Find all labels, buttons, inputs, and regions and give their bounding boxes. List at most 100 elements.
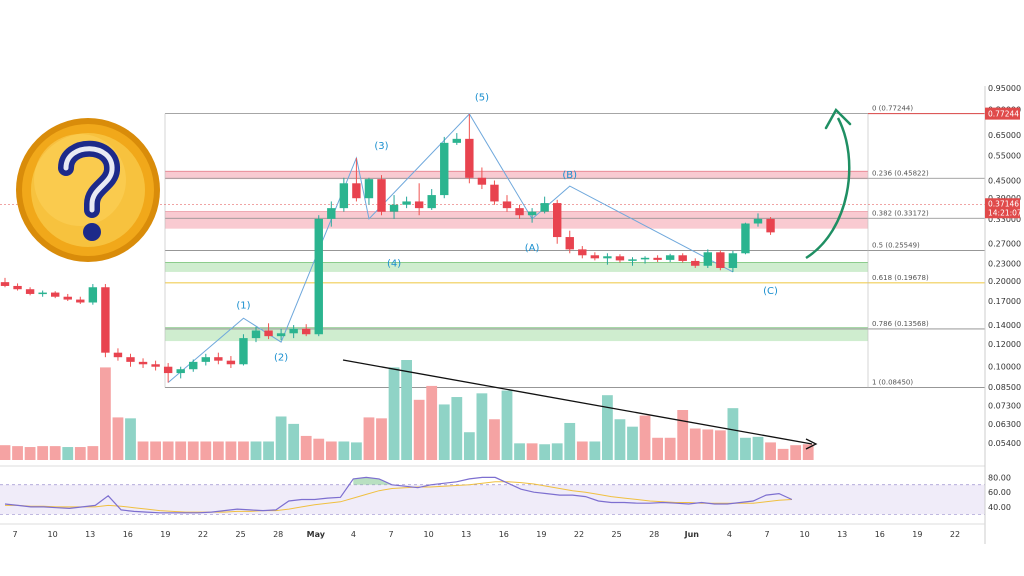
date-tick: 22 — [574, 530, 584, 539]
volume-layer — [0, 360, 814, 460]
date-tick: 10 — [800, 530, 810, 539]
price-tick: 0.33000 — [988, 215, 1021, 224]
candle-body — [302, 328, 311, 335]
date-tick: 13 — [85, 530, 95, 539]
volume-bar — [765, 442, 776, 460]
candle-body — [63, 296, 72, 300]
candle-body — [603, 256, 612, 259]
volume-bar — [413, 399, 425, 460]
price-tick: 0.14000 — [988, 321, 1021, 330]
date-axis: 7 10 13 16 19 22 25 28 May 4 7 10 13 16 19 22 25 28 Jun 4 7 1… — [0, 523, 985, 539]
rsi-layer: 80.00 60.00 40.00 — [0, 465, 1011, 515]
candle-body — [540, 203, 549, 212]
elliott-wave-path — [167, 113, 734, 383]
price-tick: 0.05400 — [988, 439, 1021, 448]
candle-body — [502, 201, 512, 209]
volume-bar — [225, 441, 237, 460]
price-tick: 0.95000 — [988, 84, 1021, 93]
candle-body — [766, 218, 775, 233]
candle-body — [728, 253, 738, 268]
volume-bar — [49, 446, 61, 460]
zone-support — [165, 262, 868, 272]
price-tick: 0.17000 — [988, 297, 1021, 306]
date-tick: 4 — [727, 530, 732, 539]
candle-body — [527, 211, 537, 216]
rsi-line — [4, 476, 793, 514]
price-tick: 0.45000 — [988, 177, 1021, 186]
wave-lines-layer — [167, 113, 734, 383]
volume-bar — [576, 441, 588, 460]
zones-layer — [165, 170, 868, 342]
candle-body — [565, 237, 574, 250]
volume-bar — [564, 422, 576, 460]
date-tick: 28 — [273, 530, 283, 539]
volume-bar — [0, 445, 11, 460]
candle-body — [402, 201, 411, 205]
volume-bar — [539, 444, 551, 460]
volume-bar — [777, 448, 789, 460]
date-tick: 25 — [236, 530, 246, 539]
date-tick: 4 — [351, 530, 356, 539]
candle-body — [289, 328, 298, 334]
price-tick: 0.20000 — [988, 277, 1021, 286]
candle-body — [226, 360, 236, 365]
candle-body — [101, 287, 110, 353]
candle-body — [753, 218, 763, 224]
fib-label: 0.5 (0.25549) — [872, 242, 920, 250]
date-tick: 7 — [12, 530, 17, 539]
candle-body — [364, 179, 374, 199]
volume-bar — [714, 430, 726, 460]
candle-body — [113, 352, 123, 358]
candle-body — [239, 338, 248, 365]
candle-body — [590, 255, 600, 259]
volume-bar — [401, 360, 412, 460]
candle-body — [126, 357, 135, 362]
candle-body — [276, 333, 286, 337]
volume-bar — [727, 408, 739, 460]
volume-bar — [551, 443, 563, 460]
candle-body — [214, 357, 223, 361]
volume-bar — [463, 432, 475, 460]
volume-bar — [689, 428, 701, 460]
volume-bar — [313, 438, 325, 460]
candle-body — [389, 204, 399, 212]
date-tick: 28 — [649, 530, 659, 539]
price-tick: 0.65000 — [988, 131, 1021, 140]
rsi-tick: 80.00 — [988, 473, 1011, 482]
candle-body — [665, 255, 675, 260]
current-price-value: 0.37146 — [988, 199, 1019, 208]
volume-bar — [263, 441, 274, 460]
date-tick: 22 — [198, 530, 208, 539]
volume-bar — [37, 446, 49, 460]
price-tick: 0.07300 — [988, 402, 1021, 411]
volume-bar — [363, 417, 375, 460]
target-price-box — [985, 107, 1020, 120]
fib-label: 1 (0.08450) — [872, 379, 913, 387]
candle-body — [0, 282, 10, 286]
volume-bar — [125, 418, 136, 460]
date-tick: 25 — [612, 530, 622, 539]
candle-body — [25, 289, 35, 294]
volume-bar — [74, 447, 86, 460]
volume-bar — [614, 419, 626, 460]
date-tick: 7 — [388, 530, 393, 539]
candle-body — [515, 208, 524, 216]
date-tick: 13 — [461, 530, 471, 539]
candle-body — [477, 177, 487, 185]
price-tick: 0.27000 — [988, 240, 1021, 249]
volume-bar — [639, 415, 651, 460]
candle-body — [327, 208, 336, 219]
candle-body — [51, 292, 60, 297]
volume-bar — [137, 441, 149, 460]
volume-bar — [24, 447, 36, 460]
rsi-ma-line — [5, 481, 792, 513]
volume-bar — [652, 437, 663, 460]
rsi-overbought-fill — [353, 477, 392, 485]
volume-bar — [376, 418, 387, 460]
candle-body — [13, 285, 22, 290]
volume-bar — [677, 410, 689, 460]
volume-bar — [212, 441, 224, 460]
wave-label: (C) — [763, 286, 778, 297]
fib-label: 0.618 (0.19678) — [872, 274, 929, 282]
downtrend-arrowhead — [805, 438, 818, 450]
